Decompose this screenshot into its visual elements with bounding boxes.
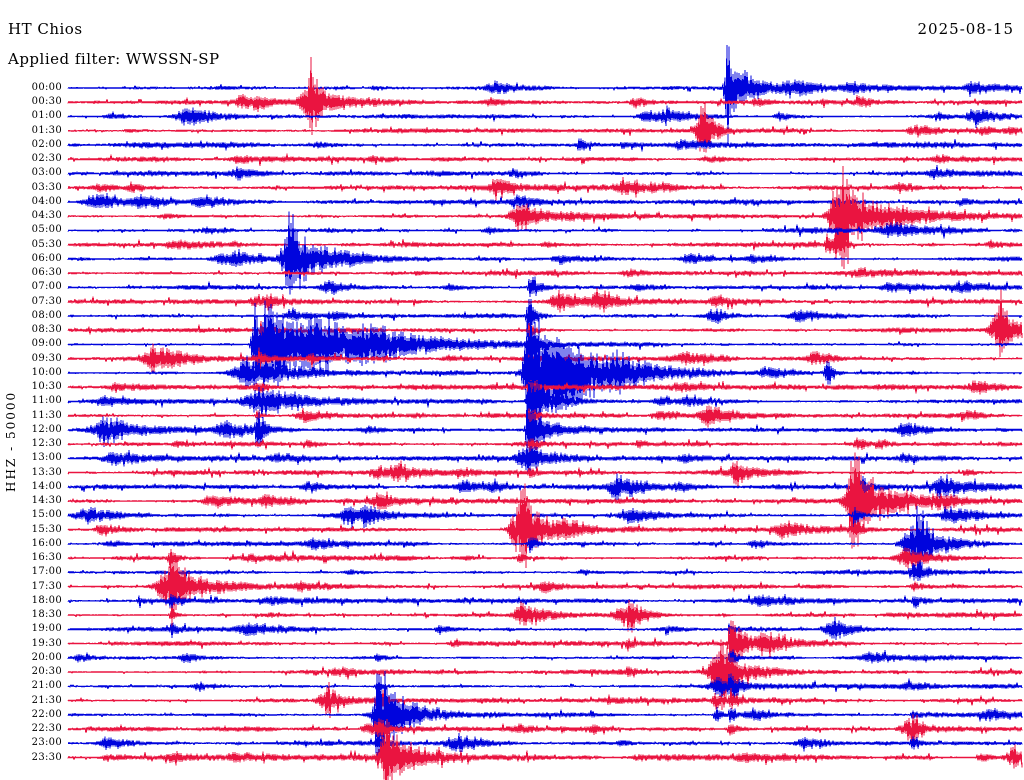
time-label: 20:00 <box>31 651 62 663</box>
time-label: 23:00 <box>31 737 62 749</box>
trace-row-0800 <box>67 298 1023 337</box>
trace-row-1130 <box>67 405 1023 428</box>
time-label: 07:30 <box>31 295 62 307</box>
trace-row-2100 <box>67 673 1023 701</box>
trace-row-0000 <box>67 44 1023 145</box>
time-label: 09:00 <box>31 338 62 350</box>
time-label: 12:30 <box>31 438 62 450</box>
time-label: 19:00 <box>31 623 62 635</box>
trace-row-1200 <box>67 402 1023 461</box>
trace-row-2300 <box>67 732 1023 753</box>
trace-row-0400 <box>67 192 1023 210</box>
trace-row-2230 <box>67 714 1023 745</box>
time-label: 04:00 <box>31 195 62 207</box>
trace-row-1000 <box>67 313 1023 436</box>
trace-row-1230 <box>67 437 1023 453</box>
time-label: 20:30 <box>31 666 62 678</box>
trace-row-1530 <box>67 483 1023 568</box>
time-label: 17:00 <box>31 566 62 578</box>
time-label: 03:00 <box>31 167 62 179</box>
trace-row-1030 <box>67 379 1023 395</box>
time-label: 06:30 <box>31 267 62 279</box>
trace-row-1630 <box>67 547 1023 569</box>
trace-row-1700 <box>67 563 1023 581</box>
trace-row-0030 <box>67 56 1023 136</box>
trace-row-2130 <box>67 681 1023 718</box>
trace-row-1900 <box>67 617 1023 641</box>
trace-row-0300 <box>67 164 1023 181</box>
time-label: 09:30 <box>31 352 62 364</box>
time-label: 05:30 <box>31 238 62 250</box>
trace-row-0100 <box>67 105 1023 128</box>
time-label: 11:00 <box>31 395 62 407</box>
time-label: 02:30 <box>31 153 62 165</box>
time-label: 15:00 <box>31 509 62 521</box>
time-label: 03:30 <box>31 181 62 193</box>
time-label: 16:00 <box>31 537 62 549</box>
time-label: 02:00 <box>31 138 62 150</box>
time-label: 08:00 <box>31 309 62 321</box>
trace-row-2200 <box>67 671 1023 762</box>
time-label: 23:30 <box>31 751 62 763</box>
trace-row-2000 <box>67 649 1023 664</box>
trace-row-0600 <box>67 211 1023 295</box>
trace-row-0500 <box>67 221 1023 239</box>
time-label: 17:30 <box>31 580 62 592</box>
time-label: 22:30 <box>31 723 62 735</box>
station-title: HT Chios <box>8 20 83 38</box>
trace-row-1500 <box>67 504 1023 529</box>
date-label: 2025-08-15 <box>917 20 1014 38</box>
trace-row-0230 <box>67 153 1023 167</box>
time-label: 21:30 <box>31 694 62 706</box>
trace-row-0330 <box>67 176 1023 201</box>
trace-row-1430 <box>67 452 1023 549</box>
trace-row-0200 <box>67 138 1023 152</box>
trace-row-2030 <box>67 639 1023 711</box>
filter-label: Applied filter: WWSSN-SP <box>8 50 220 68</box>
time-label: 21:00 <box>31 680 62 692</box>
trace-row-1600 <box>67 506 1023 581</box>
trace-row-0630 <box>67 266 1023 279</box>
time-label: 04:30 <box>31 210 62 222</box>
trace-row-0830 <box>67 289 1023 357</box>
trace-row-1400 <box>67 473 1023 503</box>
time-label: 00:00 <box>31 82 62 93</box>
trace-row-1100 <box>67 375 1023 436</box>
time-label: 14:30 <box>31 495 62 507</box>
time-label: 13:00 <box>31 452 62 464</box>
trace-row-1730 <box>67 552 1023 630</box>
trace-row-1330 <box>67 460 1023 487</box>
time-label: 10:00 <box>31 366 62 378</box>
trace-row-2330 <box>67 719 1023 780</box>
time-label: 12:00 <box>31 423 62 435</box>
trace-row-1800 <box>67 593 1023 609</box>
time-label: 15:30 <box>31 523 62 535</box>
time-label: 11:30 <box>31 409 62 421</box>
time-label: 01:00 <box>31 110 62 122</box>
time-label: 05:00 <box>31 224 62 236</box>
trace-row-0700 <box>67 276 1023 298</box>
trace-row-1300 <box>67 443 1023 474</box>
time-label: 00:30 <box>31 96 62 108</box>
trace-row-0130 <box>67 102 1023 153</box>
time-label: 18:00 <box>31 594 62 606</box>
time-label: 10:30 <box>31 381 62 393</box>
trace-row-1930 <box>67 620 1023 665</box>
time-label: 22:00 <box>31 708 62 720</box>
time-label: 14:00 <box>31 480 62 492</box>
time-label: 01:30 <box>31 124 62 136</box>
time-label: 18:30 <box>31 609 62 621</box>
time-label: 06:00 <box>31 252 62 264</box>
time-label: 07:00 <box>31 281 62 293</box>
time-label: 16:30 <box>31 552 62 564</box>
trace-row-1830 <box>67 600 1023 633</box>
time-label: 08:30 <box>31 324 62 336</box>
trace-row-0530 <box>67 231 1023 259</box>
time-label: 19:30 <box>31 637 62 649</box>
time-label: 13:30 <box>31 466 62 478</box>
trace-row-0730 <box>67 287 1023 313</box>
trace-row-0430 <box>67 165 1023 270</box>
